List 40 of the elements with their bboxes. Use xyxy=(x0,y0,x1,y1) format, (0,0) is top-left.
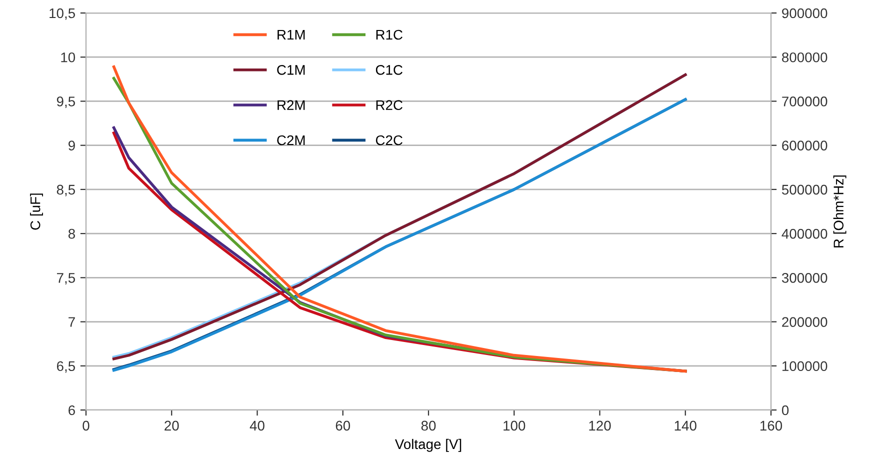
x-tick-label: 140 xyxy=(674,420,696,431)
legend-label: R2M xyxy=(278,100,305,110)
y-tick-label: 10,5 xyxy=(50,8,76,20)
legend-label: C2C xyxy=(376,135,402,146)
x-tick-label: 120 xyxy=(589,420,611,431)
y-tick-label: 6 xyxy=(68,405,75,416)
y2-tick-label: 500000 xyxy=(782,184,828,195)
x-tick-label: 20 xyxy=(164,420,179,431)
y2-tick-label: 400000 xyxy=(782,228,828,239)
y-tick-label: 9 xyxy=(68,140,75,151)
y-tick-label: 7,5 xyxy=(56,273,76,284)
y-axis-title: C [uF] xyxy=(30,194,43,230)
y2-tick-label: 0 xyxy=(782,405,789,416)
y2-tick-label: 800000 xyxy=(782,52,828,62)
y2-tick-label: 900000 xyxy=(782,8,828,18)
legend-label: C1M xyxy=(277,65,305,75)
y-tick-label: 8 xyxy=(68,228,75,239)
y-tick-label: 6,5 xyxy=(56,361,76,373)
y2-axis-title: R [Ohm*Hz] xyxy=(833,175,846,248)
x-tick-label: 160 xyxy=(760,420,782,431)
x-tick-label: 0 xyxy=(82,420,90,431)
x-tick-label: 40 xyxy=(250,420,264,431)
x-axis-title: Voltage [V] xyxy=(394,438,462,452)
y-tick-label: 7 xyxy=(68,317,75,327)
y2-tick-label: 100000 xyxy=(782,361,828,372)
y2-tick-label: 200000 xyxy=(782,317,828,327)
x-tick-label: 60 xyxy=(336,420,350,431)
legend-label: C1C xyxy=(376,65,402,75)
legend-label: C2M xyxy=(277,135,305,146)
y-tick-label: 9,5 xyxy=(56,96,76,108)
x-tick-label: 80 xyxy=(421,420,436,431)
legend-label: R2C xyxy=(376,100,402,110)
y2-tick-label: 600000 xyxy=(782,140,828,151)
legend-label: R1M xyxy=(278,30,305,40)
x-tick-label: 100 xyxy=(504,420,526,431)
legend-label: R1C xyxy=(376,30,402,40)
y-tick-label: 8,5 xyxy=(56,184,76,196)
y2-tick-label: 300000 xyxy=(782,273,828,283)
y2-tick-label: 700000 xyxy=(782,96,828,106)
y-tick-label: 10 xyxy=(61,52,76,62)
